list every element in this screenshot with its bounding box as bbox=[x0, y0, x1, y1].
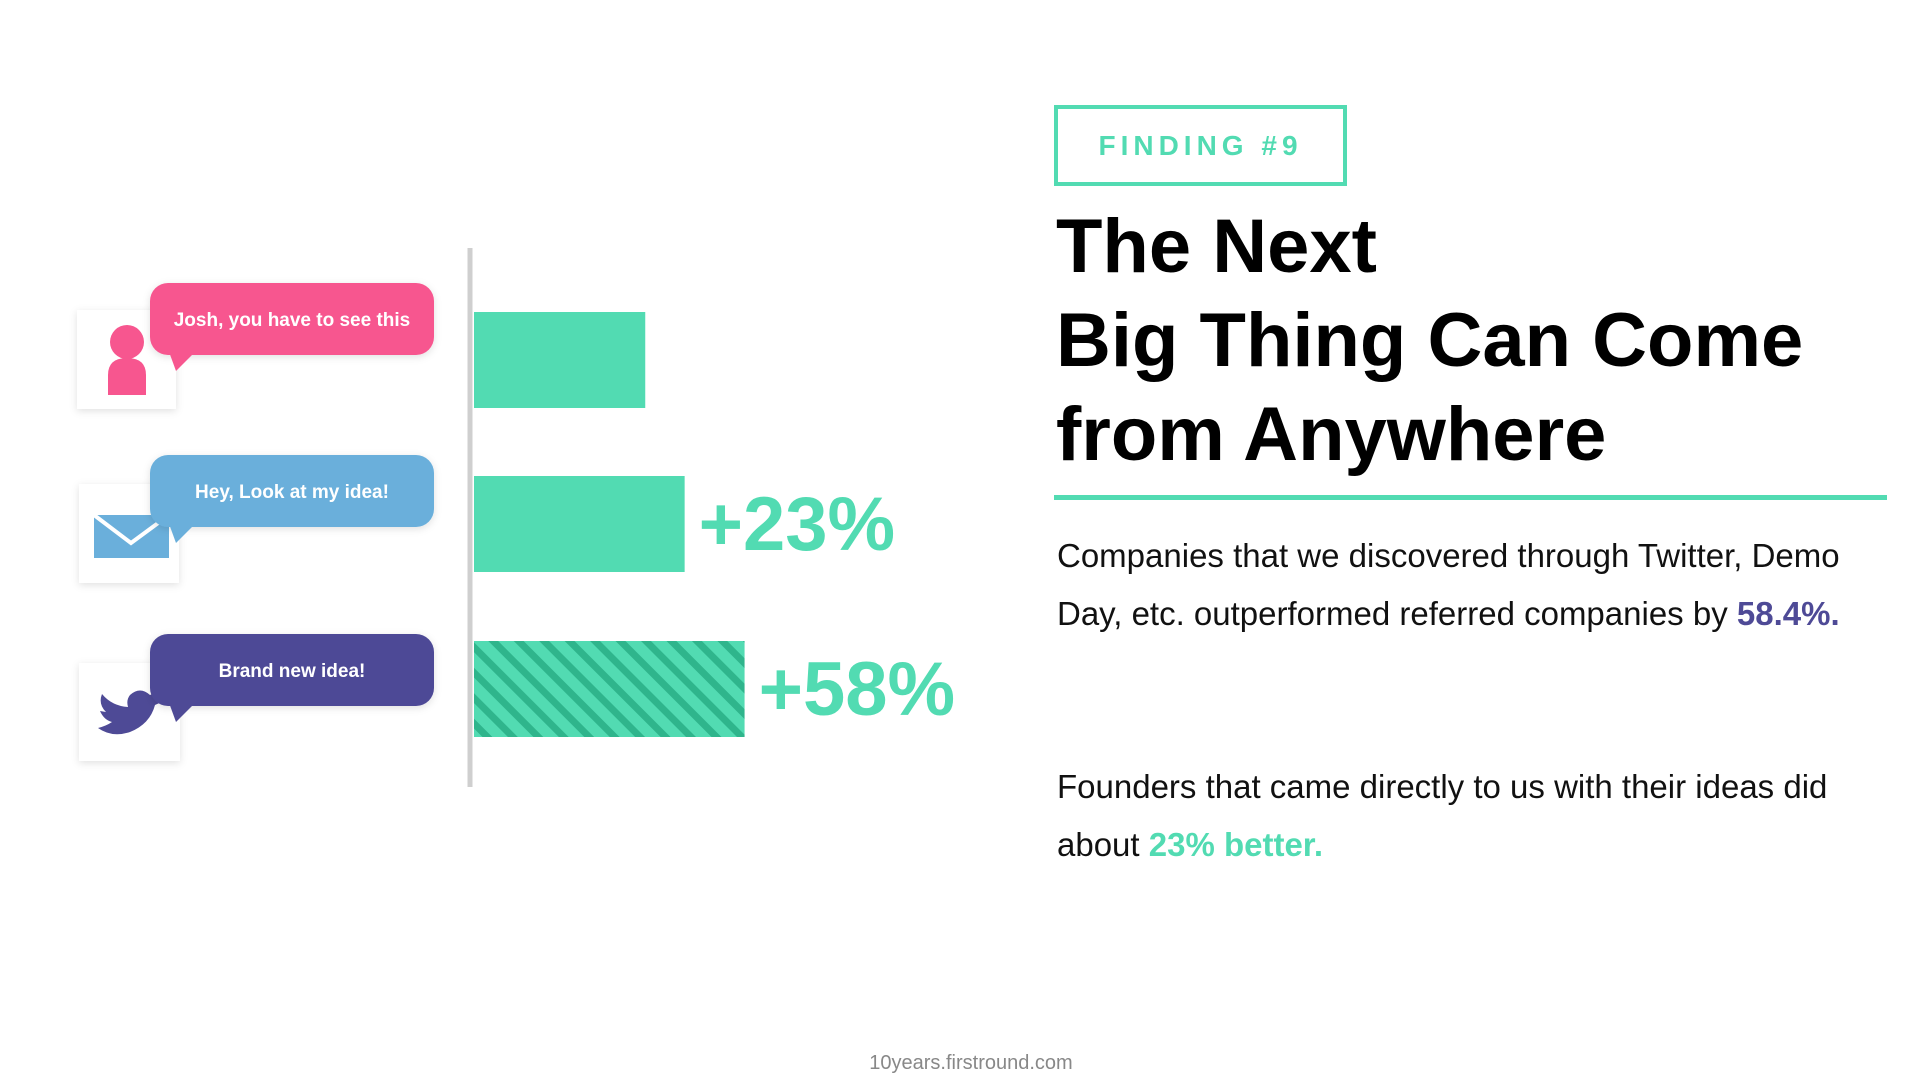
bird-icon bbox=[98, 690, 166, 735]
bar bbox=[474, 312, 646, 408]
bar bbox=[474, 476, 685, 572]
bubble-tail bbox=[168, 349, 198, 371]
title-line: The Next bbox=[1056, 204, 1377, 289]
highlight: 23% better. bbox=[1148, 826, 1323, 863]
title-line: Big Thing Can Come bbox=[1056, 298, 1804, 383]
title: The Next Big Thing Can Come from Anywher… bbox=[1056, 200, 1803, 482]
paragraph-text: Founders that came directly to us with t… bbox=[1057, 768, 1828, 863]
paragraph: Founders that came directly to us with t… bbox=[1057, 758, 1857, 874]
chart: Josh, you have to see this +23% Hey, Look … bbox=[77, 248, 955, 787]
highlight: 58.4%. bbox=[1736, 595, 1840, 632]
value-label: +58% bbox=[759, 647, 956, 732]
bars: Josh, you have to see this +23% Hey, Look … bbox=[150, 248, 955, 787]
bar bbox=[474, 641, 745, 737]
bubble-tail bbox=[168, 700, 198, 722]
footer: 10years.firstround.com bbox=[869, 1052, 1073, 1074]
chat-bubble bbox=[150, 455, 434, 527]
chat-bubble bbox=[150, 634, 434, 706]
person-icon bbox=[108, 325, 146, 395]
paragraph: Companies that we discovered through Twi… bbox=[1057, 527, 1857, 643]
title-line: from Anywhere bbox=[1056, 392, 1607, 477]
category-label: Josh, you have to see this bbox=[174, 310, 411, 331]
finding-label: FINDING #9 bbox=[1054, 105, 1347, 186]
category-label: Brand new idea! bbox=[219, 661, 366, 682]
bubble-tail bbox=[168, 521, 198, 543]
paragraph-text: Companies that we discovered through Twi… bbox=[1057, 537, 1840, 632]
divider bbox=[1054, 495, 1887, 500]
value-label: +23% bbox=[699, 482, 896, 567]
category-label: Hey, Look at my idea! bbox=[195, 482, 389, 503]
chat-bubble bbox=[150, 283, 434, 355]
